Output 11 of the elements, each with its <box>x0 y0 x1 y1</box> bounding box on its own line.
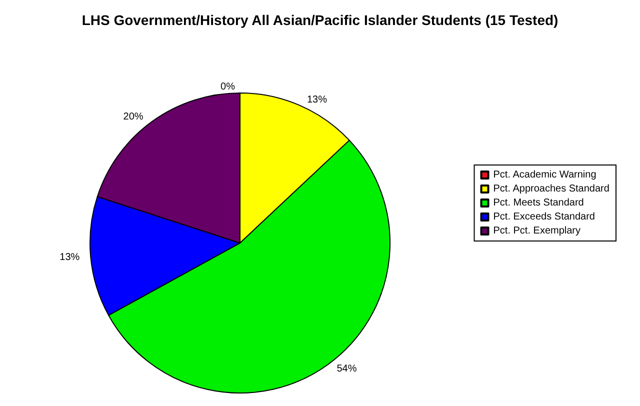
data-label: 13% <box>60 252 80 264</box>
text: 0% <box>220 82 235 92</box>
legend-label: Pct. Pct. Exemplary <box>493 226 581 236</box>
data-label: 20% <box>123 111 144 122</box>
data-label: 13% <box>306 94 328 106</box>
legend-label: Pct. Exceeds Standard <box>493 212 595 222</box>
legend-label: Pct. Academic Warning <box>493 170 596 180</box>
legend-label: Pct. Approaches Standard <box>493 184 610 194</box>
data-label: 54% <box>336 364 357 375</box>
legend-label: Pct. Meets Standard <box>493 198 584 208</box>
chart-title: LHS Government/History All Asian/Pacific Islander Students (15 Tested) <box>82 12 558 28</box>
